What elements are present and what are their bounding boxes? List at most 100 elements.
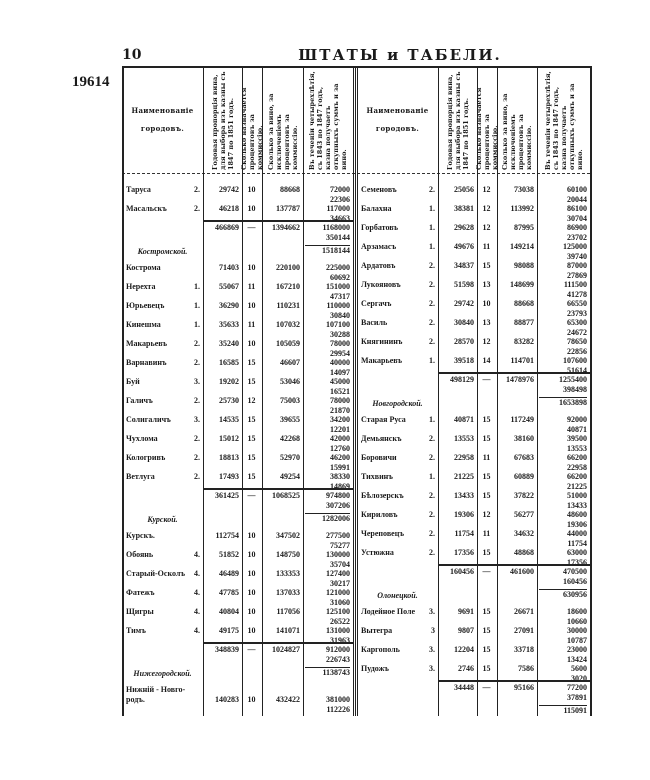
proportion-value: 14535 bbox=[219, 415, 239, 424]
header-label: Годовая пропорція вина, для выбора изъ к… bbox=[445, 71, 470, 170]
proportion-value: 29628 bbox=[454, 223, 474, 232]
percent-value: 10 bbox=[247, 569, 256, 578]
proportion-value: 16585 bbox=[219, 358, 239, 367]
receipts-value: 121000 bbox=[326, 588, 350, 597]
receipts-value: 41278 bbox=[567, 290, 587, 299]
sum-value: 347502 bbox=[276, 531, 300, 540]
receipts-value: 107600 bbox=[563, 356, 587, 365]
receipts-value: 398498 bbox=[563, 385, 587, 394]
sum-value: 53046 bbox=[280, 377, 300, 386]
receipts-value: 160456 bbox=[563, 577, 587, 586]
percent-value: 12 bbox=[482, 185, 491, 194]
receipts-value: 30217 bbox=[330, 579, 350, 588]
subtotal-rule bbox=[537, 372, 590, 374]
receipts-value: 39500 bbox=[567, 434, 587, 443]
proportion-value: 11754 bbox=[454, 529, 474, 538]
proportion-value: 19202 bbox=[219, 377, 239, 386]
subtotal-rule bbox=[438, 564, 537, 566]
sum-value: 75003 bbox=[280, 396, 300, 405]
receipts-value: 12201 bbox=[330, 425, 350, 434]
subtotal-rule bbox=[537, 680, 590, 682]
receipts-values: 110000 30840 bbox=[305, 301, 350, 321]
receipts-value: 10787 bbox=[567, 636, 587, 645]
receipts-values: 66550 23793 bbox=[539, 299, 587, 319]
receipts-value: 23702 bbox=[567, 233, 587, 242]
receipts-value: 17356 bbox=[567, 558, 587, 567]
receipts-value: 72000 bbox=[330, 185, 350, 194]
table-row: Боровичи 2. 22958 11 67683 66200 22958 bbox=[357, 450, 590, 472]
sum-value: 1394662 bbox=[272, 223, 300, 232]
receipts-value: 78000 bbox=[330, 339, 350, 348]
receipts-value: 30288 bbox=[330, 330, 350, 339]
receipts-values: 65300 24672 bbox=[539, 318, 587, 338]
city-name: Балахна bbox=[361, 204, 392, 213]
subtotal-row: Курской. 361425 — 1068525 974800 307206 128200… bbox=[122, 488, 353, 528]
receipts-values: 277500 75277 bbox=[305, 531, 350, 551]
header-label: Наименованіе городовъ. bbox=[366, 106, 429, 133]
city-name: Арзамасъ bbox=[361, 242, 397, 251]
city-name: Горбатовъ bbox=[361, 223, 399, 232]
proportion-value: 498129 bbox=[450, 375, 474, 384]
proportion-value: 160456 bbox=[450, 567, 474, 576]
city-name: Княгининъ bbox=[361, 337, 403, 346]
city-class: 3. bbox=[429, 645, 435, 654]
city-name: Макарьевъ bbox=[361, 356, 403, 365]
sum-value: 149214 bbox=[510, 242, 534, 251]
city-class: 2. bbox=[429, 548, 435, 557]
header-city-name: Наименованіе городовъ. bbox=[357, 68, 438, 172]
city-class: 1. bbox=[429, 204, 435, 213]
receipts-value: 350144 bbox=[326, 233, 350, 242]
city-name: Каргополь bbox=[361, 645, 400, 654]
percent-value: 11 bbox=[482, 453, 491, 462]
percent-value: 10 bbox=[247, 626, 256, 635]
percent-value: 12 bbox=[482, 204, 491, 213]
receipts-value: 35704 bbox=[330, 560, 350, 569]
city-name: Щигры bbox=[126, 607, 154, 616]
receipts-values: 470500 160456 630956 bbox=[539, 567, 587, 600]
city-class: 1. bbox=[429, 223, 435, 232]
city-name: Василь bbox=[361, 318, 388, 327]
proportion-value: 40871 bbox=[454, 415, 474, 424]
proportion-value: 12204 bbox=[454, 645, 474, 654]
table-row: Масальскъ 2. 46218 10 137787 117000 34663 bbox=[122, 201, 353, 223]
city-name: Лукояновъ bbox=[361, 280, 401, 289]
receipts-value: 12760 bbox=[330, 444, 350, 453]
city-class: 1. bbox=[429, 356, 435, 365]
proportion-value: 2746 bbox=[458, 664, 474, 673]
sum-value: 83282 bbox=[514, 337, 534, 346]
column-divider bbox=[122, 66, 124, 716]
percent-value: 15 bbox=[247, 472, 256, 481]
city-name: Чухлома bbox=[126, 434, 158, 443]
percent-value: 11 bbox=[247, 282, 256, 291]
receipts-value: 44000 bbox=[567, 529, 587, 538]
receipts-values: 111500 41278 bbox=[539, 280, 587, 300]
percent-value: 12 bbox=[482, 223, 491, 232]
table-row: Юрьевецъ 1. 36290 10 110231 110000 30840 bbox=[122, 298, 353, 320]
proportion-value: 71403 bbox=[219, 263, 239, 272]
percent-value: 10 bbox=[247, 339, 256, 348]
proportion-value: 30840 bbox=[454, 318, 474, 327]
receipts-values: 1168000 350144 1518144 bbox=[305, 223, 350, 256]
receipts-values: 38330 14869 bbox=[305, 472, 350, 492]
city-class: 3 bbox=[431, 626, 435, 635]
receipts-value: 66200 bbox=[567, 453, 587, 462]
table-half: Семеновъ 2. 25056 12 73038 60100 20044 Балахна 1… bbox=[357, 182, 590, 720]
table-row: Семеновъ 2. 25056 12 73038 60100 20044 bbox=[357, 182, 590, 204]
sum-value: 27091 bbox=[514, 626, 534, 635]
receipts-value: 110000 bbox=[326, 301, 350, 310]
city-class: 2. bbox=[429, 491, 435, 500]
sum-value: 49254 bbox=[280, 472, 300, 481]
percent-value: 15 bbox=[482, 491, 491, 500]
city-name-continued: родъ. bbox=[126, 695, 145, 704]
receipts-values: 30000 10787 bbox=[539, 626, 587, 646]
receipts-value: 60100 bbox=[567, 185, 587, 194]
table-row: Лукояновъ 2. 51598 13 148699 111500 41278 bbox=[357, 277, 590, 299]
percent-value: 15 bbox=[482, 434, 491, 443]
sum-value: 88877 bbox=[514, 318, 534, 327]
city-name: Таруса bbox=[126, 185, 151, 194]
receipts-value: 15991 bbox=[330, 463, 350, 472]
proportion-value: 17493 bbox=[219, 472, 239, 481]
receipts-value: 125100 bbox=[326, 607, 350, 616]
page-title: ШТАТЫ и ТАБЕЛИ. bbox=[298, 46, 502, 64]
receipts-values: 40000 14097 bbox=[305, 358, 350, 378]
